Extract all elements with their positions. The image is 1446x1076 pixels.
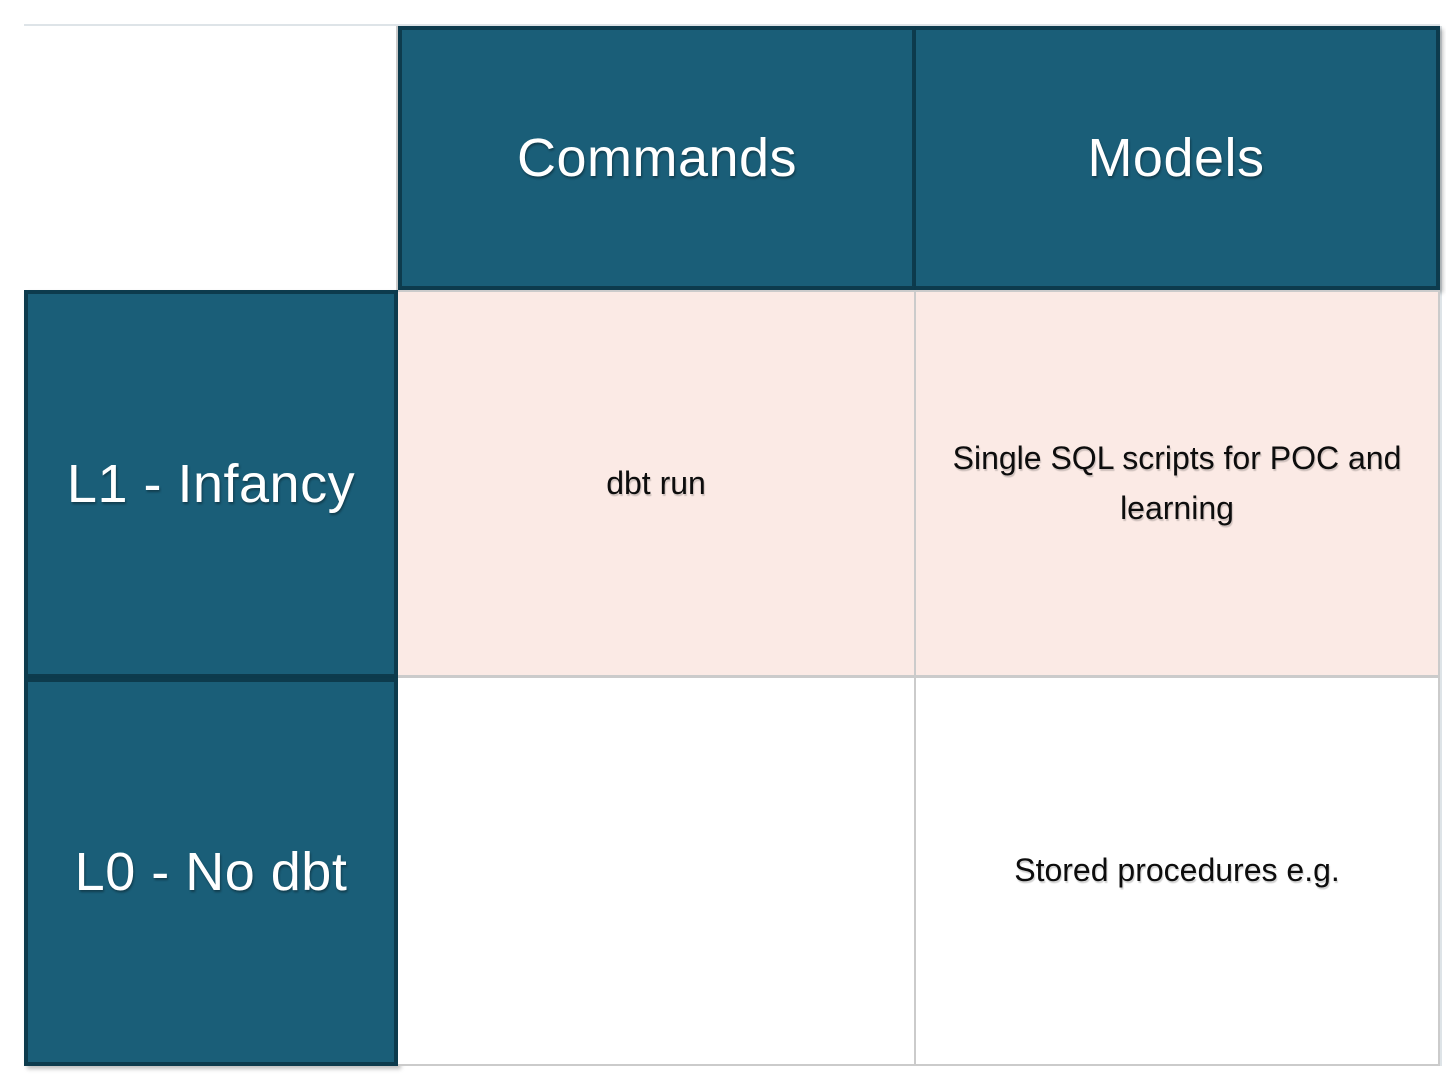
column-header-models: Models [916, 26, 1440, 290]
cell-l1-models-text: Single SQL scripts for POC and learning [952, 439, 1402, 526]
column-header-commands: Commands [398, 26, 916, 290]
row-header-l1-label: L1 - Infancy [66, 454, 356, 514]
cell-l0-commands [398, 678, 916, 1066]
dbt-maturity-matrix: Commands Models L1 - Infancy dbt run Sin… [24, 26, 1440, 1066]
row-header-l0-label: L0 - No dbt [74, 842, 348, 902]
cell-l0-models: Stored procedures e.g. [916, 678, 1440, 1066]
table-outer-border-right [1440, 26, 1442, 1066]
row-header-l0-no-dbt: L0 - No dbt [24, 678, 398, 1066]
cell-l1-models: Single SQL scripts for POC and learning [916, 290, 1440, 678]
column-header-commands-label: Commands [516, 128, 798, 188]
column-header-models-label: Models [1087, 128, 1265, 188]
cell-l0-models-text: Stored procedures e.g. [1014, 852, 1340, 889]
table-outer-border-top [24, 24, 1440, 26]
cell-l1-commands-text: dbt run [606, 464, 706, 501]
corner-cell [24, 26, 398, 290]
row-header-l1-infancy: L1 - Infancy [24, 290, 398, 678]
cell-l1-commands: dbt run [398, 290, 916, 678]
